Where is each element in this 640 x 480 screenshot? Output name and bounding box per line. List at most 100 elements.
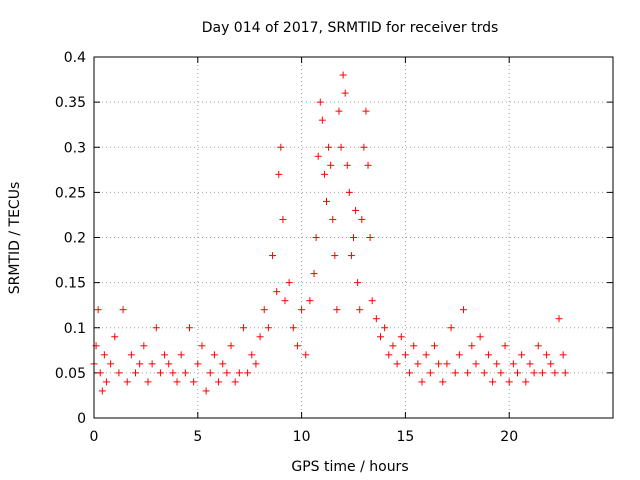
data-point [273,288,281,296]
data-point [376,333,384,341]
data-point [127,351,135,359]
data-point [551,369,559,377]
data-point [107,360,115,368]
data-point [318,116,326,124]
data-point [372,315,380,323]
data-point [215,378,223,386]
x-tick-labels: 0 5 10 15 20 [90,429,519,445]
data-point [430,342,438,350]
y-tick-label: 0.3 [64,140,86,156]
data-point [173,378,181,386]
data-point [489,378,497,386]
data-point [152,324,160,332]
y-tick-label: 0.1 [64,321,86,337]
data-point [356,306,364,314]
data-point [555,315,563,323]
x-tick-label: 0 [90,429,99,445]
data-point [310,270,318,278]
data-point [547,360,555,368]
data-point [538,369,546,377]
data-point [381,324,389,332]
data-point [279,215,287,223]
data-point [194,360,202,368]
y-tick-label: 0.35 [55,95,86,111]
data-point [252,360,260,368]
data-point [111,333,119,341]
data-point [352,206,360,214]
data-point [202,387,210,395]
data-point [505,378,513,386]
data-point [140,342,148,350]
data-point [397,333,405,341]
data-point [144,378,152,386]
data-point [231,378,239,386]
data-point [277,143,285,151]
data-point [264,324,272,332]
data-point [293,342,301,350]
data-point [347,252,355,260]
data-point [181,369,189,377]
data-point [239,324,247,332]
y-tick-label: 0.25 [55,185,86,201]
data-point [156,369,164,377]
data-point [368,297,376,305]
data-point [169,369,177,377]
data-point [493,360,501,368]
data-point [333,306,341,314]
data-point [350,234,357,241]
data-point [401,351,409,359]
data-point [327,161,335,169]
y-axis-label: SRMTID / TECUs [7,182,23,295]
data-point [312,234,320,241]
plot-frame [93,56,614,419]
data-point [480,369,488,377]
data-point [161,351,169,359]
data-point [501,342,509,350]
data-point [509,360,517,368]
data-point [185,324,193,332]
data-point [414,360,422,368]
data-point [559,351,567,359]
data-point [460,306,468,314]
data-point [281,297,289,305]
data-point [223,369,231,377]
data-point [561,369,569,377]
data-point [435,360,443,368]
data-point [248,351,256,359]
data-point [518,351,526,359]
data-point [360,143,368,151]
x-tick-label: 15 [396,429,414,445]
data-point [389,342,397,350]
data-point [364,161,372,169]
data-point [464,369,472,377]
data-point [345,188,353,196]
data-point [115,369,123,377]
data-point [534,342,542,350]
data-point [94,306,102,314]
x-tick-label: 10 [293,429,311,445]
data-point [447,324,455,332]
y-tick-labels: 0 0.05 0.1 0.15 0.2 0.25 0.3 0.35 0.4 [55,50,86,427]
data-point [102,378,110,386]
data-point [484,351,492,359]
data-point [314,152,322,160]
data-point [206,369,214,377]
data-point [260,306,268,314]
data-point [410,342,418,350]
data-point [439,378,447,386]
data-point [422,351,430,359]
data-point [198,342,206,350]
x-tick-label: 5 [193,429,202,445]
data-point [514,369,522,377]
data-point [316,98,324,106]
data-point [385,351,393,359]
data-point [165,360,173,368]
data-point [406,369,414,377]
data-point [136,360,144,368]
data-point [468,342,476,350]
data-point [341,89,349,97]
data-point [329,215,337,223]
data-point [526,360,534,368]
x-tick-label: 20 [500,429,518,445]
data-point [451,369,459,377]
